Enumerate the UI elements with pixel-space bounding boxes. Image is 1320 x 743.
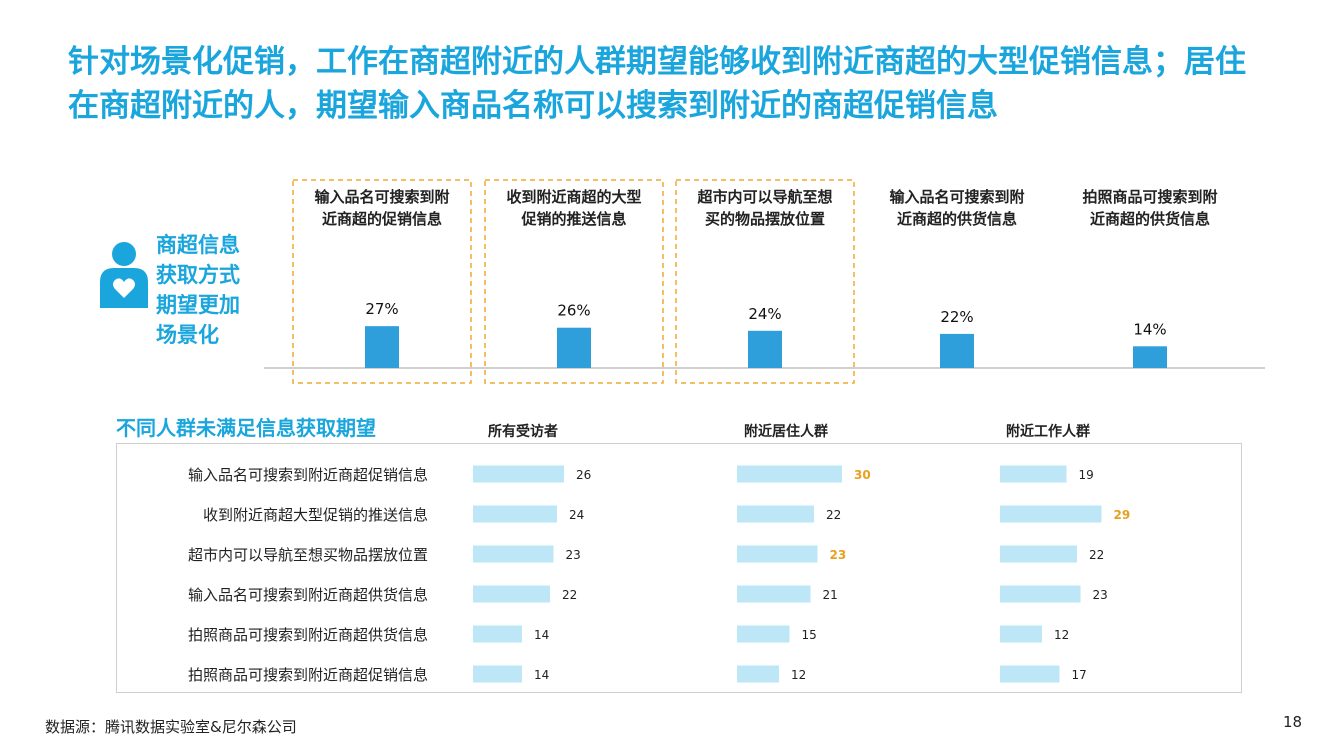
- highlight-box: [484, 179, 664, 384]
- comparison-table-frame: [116, 443, 1242, 693]
- category-label: 买的物品摆放位置: [705, 210, 825, 228]
- person-heart-icon: [100, 242, 148, 308]
- value-label: 14%: [1133, 320, 1166, 338]
- bar: [365, 326, 399, 368]
- value-label: 24%: [748, 305, 781, 323]
- category-label: 促销的推送信息: [520, 210, 626, 228]
- bar: [557, 327, 591, 368]
- bar: [748, 330, 782, 368]
- top-bar-chart: 输入品名可搜索到附近商超的促销信息27%收到附近商超的大型促销的推送信息26%超…: [264, 179, 1265, 384]
- side-label: 商超信息 获取方式 期望更加 场景化: [156, 233, 240, 347]
- category-label: 超市内可以导航至想: [696, 188, 832, 206]
- category-label: 输入品名可搜索到附: [314, 188, 449, 206]
- group-header-residents: 附近居住人群: [744, 424, 828, 440]
- section-title: 不同人群未满足信息获取期望: [116, 416, 376, 440]
- highlight-box: [292, 179, 472, 384]
- bar: [1133, 346, 1167, 368]
- group-header-all: 所有受访者: [488, 424, 558, 440]
- value-label: 27%: [365, 300, 398, 318]
- category-label: 收到附近商超的大型: [506, 188, 641, 206]
- group-header-workers: 附近工作人群: [1006, 424, 1090, 440]
- highlight-box: [675, 179, 855, 384]
- bar: [940, 333, 974, 368]
- page-number: 18: [1283, 713, 1303, 731]
- value-label: 22%: [940, 308, 973, 326]
- page-title: 针对场景化促销，工作在商超附近的人群期望能够收到附近商超的大型促销信息；居住在商…: [68, 44, 1246, 124]
- value-label: 26%: [557, 302, 590, 320]
- category-label: 输入品名可搜索到附: [889, 188, 1024, 206]
- data-source: 数据源：腾讯数据实验室&尼尔森公司: [45, 718, 297, 736]
- category-label: 近商超的供货信息: [1090, 210, 1210, 228]
- category-label: 近商超的供货信息: [897, 210, 1017, 228]
- category-label: 近商超的促销信息: [322, 210, 442, 228]
- category-label: 拍照商品可搜索到附: [1082, 188, 1217, 206]
